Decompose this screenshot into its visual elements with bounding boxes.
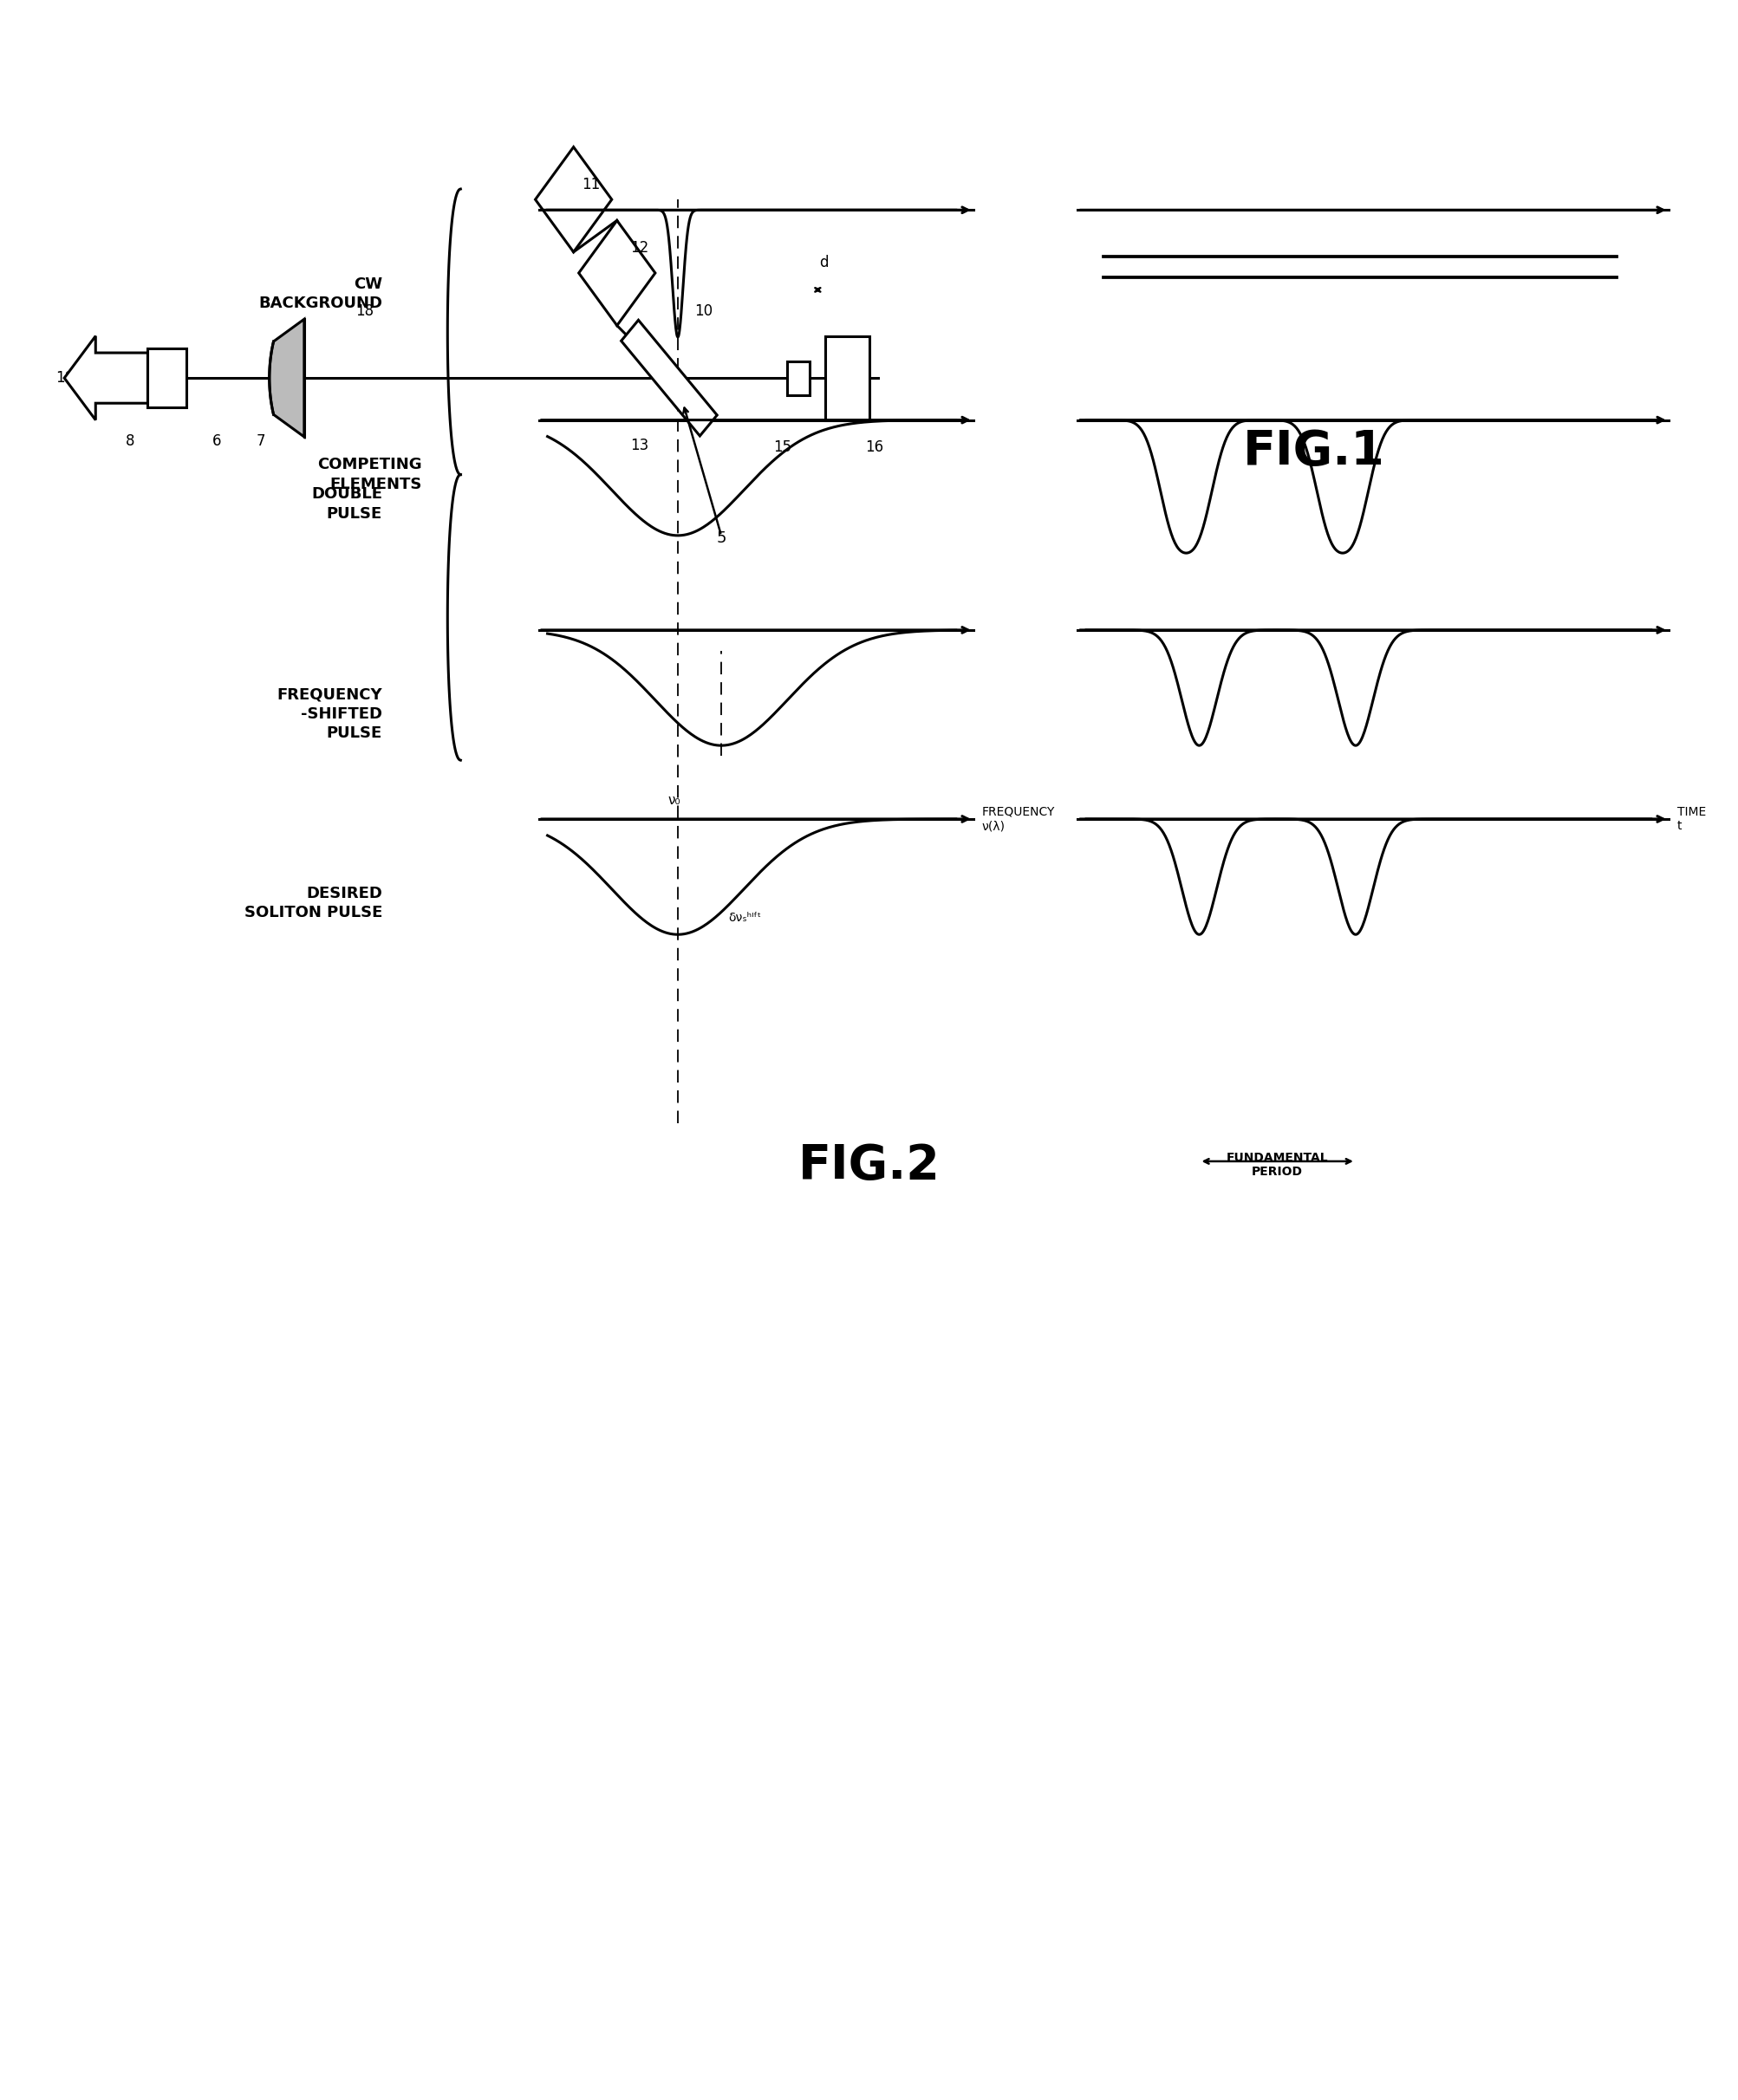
Bar (787, 361, 810, 395)
Text: 7: 7 (255, 433, 266, 449)
Text: CW
BACKGROUND: CW BACKGROUND (259, 277, 382, 311)
Text: COMPETING
ELEMENTS: COMPETING ELEMENTS (318, 458, 422, 491)
Polygon shape (579, 220, 655, 326)
Text: 18a: 18a (56, 370, 83, 386)
Text: 13: 13 (631, 437, 648, 454)
Text: 15: 15 (773, 439, 791, 456)
Text: FIG.2: FIG.2 (798, 1142, 940, 1189)
Text: 16: 16 (866, 439, 883, 456)
Text: TIME
t: TIME t (1677, 806, 1707, 832)
Text: 5: 5 (716, 531, 726, 546)
Text: ν₀: ν₀ (667, 794, 681, 806)
Bar (148, 349, 186, 407)
Text: FREQUENCY
-SHIFTED
PULSE: FREQUENCY -SHIFTED PULSE (276, 687, 382, 741)
Bar (826, 336, 869, 420)
Text: FIG.1: FIG.1 (1243, 428, 1385, 475)
Text: DOUBLE
PULSE: DOUBLE PULSE (311, 487, 382, 521)
Text: 6: 6 (212, 433, 222, 449)
Text: FUNDAMENTAL
PERIOD: FUNDAMENTAL PERIOD (1227, 1153, 1328, 1178)
Polygon shape (64, 336, 148, 420)
Text: δνₛʰᴵᶠᵗ: δνₛʰᴵᶠᵗ (728, 911, 761, 924)
Polygon shape (269, 319, 304, 437)
Text: 10: 10 (695, 302, 713, 319)
Text: DESIRED
SOLITON PULSE: DESIRED SOLITON PULSE (245, 886, 382, 920)
Text: d: d (819, 254, 829, 271)
Text: 11: 11 (582, 176, 600, 193)
Text: 18: 18 (356, 302, 374, 319)
Polygon shape (535, 147, 612, 252)
Text: 12: 12 (631, 239, 648, 256)
Text: 8: 8 (125, 433, 136, 449)
Polygon shape (620, 319, 718, 437)
Text: FREQUENCY
ν(λ): FREQUENCY ν(λ) (982, 806, 1055, 832)
